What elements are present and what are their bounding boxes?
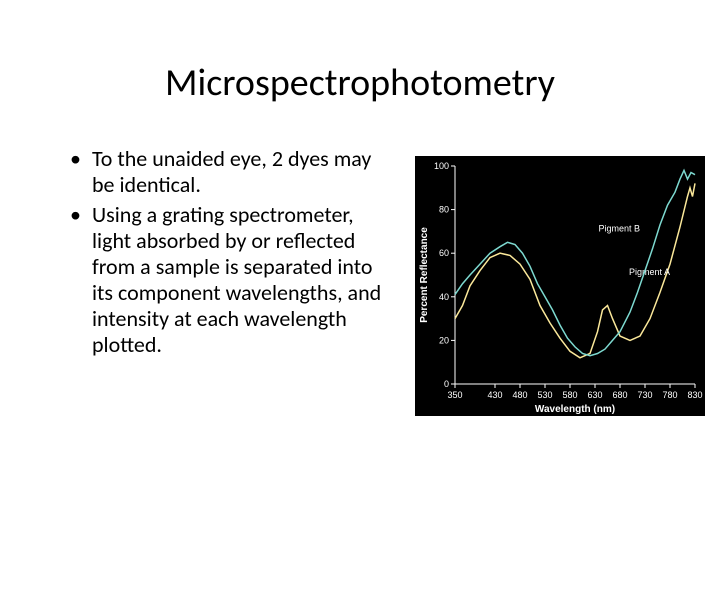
svg-text:Pigment B: Pigment B — [598, 223, 640, 233]
svg-text:60: 60 — [439, 248, 449, 258]
bullet-list: To the unaided eye, 2 dyes may be identi… — [70, 146, 390, 362]
svg-text:350: 350 — [447, 390, 462, 400]
svg-text:680: 680 — [612, 390, 627, 400]
reflectance-chart: 0 20 40 60 80 100 350 430 480 530 580 630 680 730 780 8… — [415, 156, 705, 416]
svg-text:Percent Reflectance: Percent Reflectance — [419, 227, 430, 323]
svg-text:630: 630 — [587, 390, 602, 400]
svg-text:20: 20 — [439, 335, 449, 345]
svg-text:Wavelength (nm): Wavelength (nm) — [535, 404, 615, 415]
slide: Microspectrophotometry To the unaided ey… — [0, 60, 720, 600]
svg-text:40: 40 — [439, 292, 449, 302]
svg-text:480: 480 — [512, 390, 527, 400]
svg-text:0: 0 — [444, 379, 449, 389]
svg-text:430: 430 — [487, 390, 502, 400]
svg-text:Pigment A: Pigment A — [629, 267, 670, 277]
svg-text:580: 580 — [562, 390, 577, 400]
svg-text:830: 830 — [687, 390, 702, 400]
bullet-item: Using a grating spectrometer, light abso… — [70, 202, 390, 358]
bullet-item: To the unaided eye, 2 dyes may be identi… — [70, 146, 390, 198]
svg-text:730: 730 — [637, 390, 652, 400]
chart-container: 0204060801003504304805305806306807307808… — [390, 146, 680, 362]
svg-text:530: 530 — [537, 390, 552, 400]
slide-title: Microspectrophotometry — [0, 60, 720, 106]
content-row: To the unaided eye, 2 dyes may be identi… — [0, 146, 720, 362]
svg-text:80: 80 — [439, 205, 449, 215]
svg-text:100: 100 — [434, 161, 449, 171]
svg-text:780: 780 — [662, 390, 677, 400]
chart-svg: 0 20 40 60 80 100 350 430 480 530 580 630 680 730 780 8… — [415, 156, 705, 416]
